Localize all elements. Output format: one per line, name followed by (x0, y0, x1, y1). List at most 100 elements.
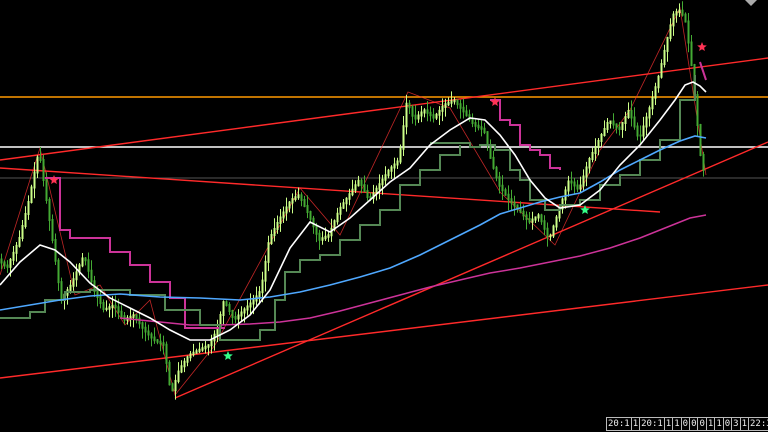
candle-body (303, 199, 306, 207)
candle-body (609, 120, 612, 124)
candle-body (489, 144, 492, 159)
candle-body (18, 237, 21, 247)
candle-body (534, 216, 537, 221)
candle-body (504, 189, 507, 196)
candle-body (39, 156, 42, 161)
time-axis-label: 20:1 (608, 418, 632, 430)
candle-body (357, 179, 360, 187)
candle-body (171, 383, 174, 392)
candle-body (174, 379, 177, 392)
candle-body (360, 179, 363, 186)
candle-body (312, 217, 315, 228)
candle-body (396, 160, 399, 166)
candle-body (108, 306, 111, 310)
candle-body (189, 353, 192, 359)
candle-body (84, 257, 87, 262)
candle-body (663, 49, 666, 66)
candle-body (75, 271, 78, 281)
candle-body (192, 351, 195, 356)
candle-body (297, 194, 300, 199)
candle-body (603, 128, 606, 136)
candle-body (87, 259, 90, 272)
scroll-marker-icon[interactable] (745, 0, 757, 6)
candle-body (99, 296, 102, 304)
candle-body (585, 166, 588, 178)
candle-body (345, 197, 348, 205)
candle-body (672, 13, 675, 27)
candle-body (198, 348, 201, 353)
candle-body (12, 251, 15, 261)
candle-body (507, 193, 510, 201)
candle-body (471, 118, 474, 125)
candle-body (294, 196, 297, 201)
candle-body (6, 264, 9, 268)
candle-body (168, 361, 171, 386)
candle-body (510, 198, 513, 204)
trendline (0, 284, 768, 379)
candle-body (453, 99, 456, 103)
candle-body (243, 308, 246, 314)
candle-body (147, 330, 150, 336)
candle-body (375, 187, 378, 195)
candle-body (573, 181, 576, 187)
candle-body (201, 347, 204, 351)
candle-body (180, 365, 183, 373)
candle-body (408, 102, 411, 109)
candle-body (432, 114, 435, 119)
horizontal-levels (0, 96, 768, 179)
candle-body (21, 225, 24, 239)
candle-body (579, 184, 582, 190)
candle-body (354, 184, 357, 191)
candle-body (72, 278, 75, 287)
moving-averages (0, 61, 707, 341)
candle-body (570, 180, 573, 184)
candle-body (495, 166, 498, 179)
candle-body (411, 106, 414, 117)
candle-body (465, 110, 468, 117)
candle-body (24, 213, 27, 227)
time-axis-label: 1 (741, 418, 750, 430)
candle-body (114, 304, 117, 309)
time-axis-label: 3 (733, 418, 741, 430)
time-axis-label: 22:30 (750, 419, 768, 429)
candle-body (324, 235, 327, 240)
candle-body (657, 75, 660, 89)
candle-body (318, 232, 321, 241)
candle-body (627, 110, 630, 118)
candle-body (222, 301, 225, 316)
trendlines (0, 57, 768, 399)
candle-body (3, 261, 6, 267)
candle-body (57, 259, 60, 284)
trail-stop-high-line (699, 61, 707, 81)
candle-body (33, 171, 36, 189)
candle-body (111, 304, 114, 309)
candle-body (48, 199, 51, 221)
trade-signals (49, 42, 707, 360)
ma-slow-line (0, 135, 707, 311)
candle-body (333, 220, 336, 230)
candle-body (273, 228, 276, 236)
candle-body (639, 134, 642, 137)
candle-body (141, 322, 144, 329)
candle-body (624, 116, 627, 124)
ma-long-line (119, 214, 707, 326)
trail-stop-high-line (490, 99, 561, 170)
sell-signal-star-icon (490, 97, 500, 106)
candle-body (681, 9, 684, 16)
candle-body (435, 113, 438, 119)
candle-body (537, 214, 540, 219)
candle-body (633, 116, 636, 128)
time-axis-label: 0 (682, 418, 691, 430)
candle-body (228, 304, 231, 312)
candle-body (582, 175, 585, 187)
candle-body (36, 156, 39, 174)
candle-body (399, 147, 402, 163)
candle-body (654, 86, 657, 99)
time-axis-label: 1 (716, 418, 724, 430)
candle-body (0, 258, 3, 264)
candle-body (102, 302, 105, 310)
candle-body (366, 190, 369, 198)
candle-body (219, 314, 222, 329)
